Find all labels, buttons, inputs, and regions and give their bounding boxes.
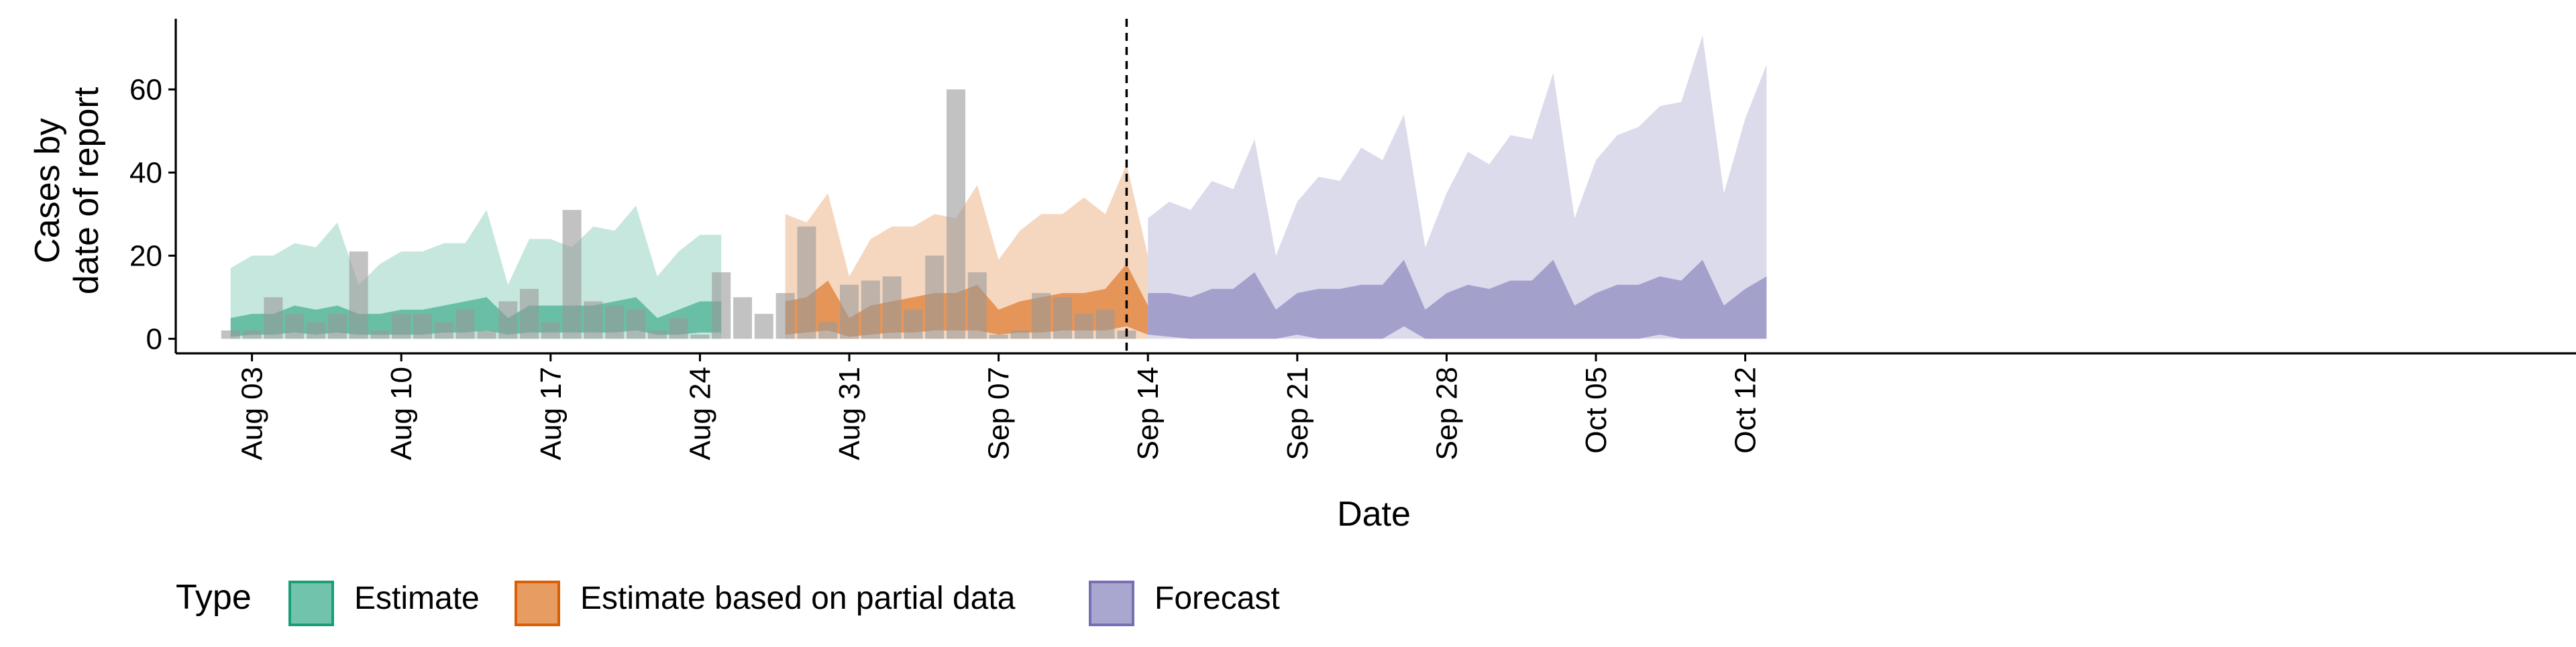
reported-cases-bar: [221, 330, 240, 339]
reported-cases-bar: [285, 314, 305, 339]
x-tick-label: Sep 07: [983, 367, 1016, 460]
y-tick-label: 60: [129, 73, 162, 106]
reported-cases-bar: [818, 322, 838, 339]
reported-cases-bar: [669, 318, 688, 339]
reported-cases-bar: [627, 309, 645, 339]
y-tick-label: 0: [146, 322, 162, 355]
reported-cases-bar: [797, 226, 816, 339]
legend-label: Estimate based on partial data: [580, 581, 1016, 616]
reported-cases-bar: [327, 314, 347, 339]
reported-cases-bar: [989, 335, 1008, 339]
y-axis-title-line: date of report: [67, 86, 106, 294]
reported-cases-bar: [1074, 314, 1093, 339]
reported-cases-bar: [1053, 297, 1072, 339]
reported-cases-bar: [925, 255, 945, 339]
reported-cases-bar: [498, 301, 518, 339]
legend: Type Estimate Estimate based on partial da…: [176, 578, 1280, 626]
reported-cases-bar: [775, 293, 795, 339]
ribbon-inner-forecast: [1148, 259, 1767, 339]
legend-label: Estimate: [354, 581, 480, 616]
reported-cases-bar: [349, 251, 368, 339]
x-tick-label: Aug 10: [385, 367, 418, 460]
legend-title: Type: [176, 578, 252, 617]
reported-cases-bar: [947, 89, 965, 339]
x-axis-title: Date: [1337, 495, 1411, 534]
reported-cases-bar: [520, 288, 539, 339]
y-tick-label: 20: [129, 239, 162, 272]
reported-cases-bar: [904, 309, 923, 339]
reported-cases-bar: [1010, 330, 1030, 339]
reported-cases-bar: [1095, 309, 1115, 339]
x-tick-label: Oct 05: [1580, 367, 1613, 454]
reported-cases-bar: [477, 330, 496, 339]
legend-key: [1089, 581, 1134, 626]
axes-layer: 0 20 40 60 Aug 03 Aug 10 Aug 17 Aug 24 Aug 31 Sep…: [129, 19, 2576, 460]
reported-cases-bar: [392, 314, 411, 339]
y-tick-label: 40: [129, 156, 162, 189]
reported-cases-bar: [434, 322, 453, 339]
reported-cases-bar: [861, 280, 880, 339]
reported-cases-bar: [370, 330, 390, 339]
x-tick-label: Aug 03: [236, 367, 269, 460]
x-tick-label: Sep 28: [1430, 367, 1463, 460]
reported-cases-bar: [733, 297, 752, 339]
reported-cases-bar: [647, 330, 667, 339]
ribbon-outer-forecast: [1148, 35, 1767, 339]
reported-cases-bar: [307, 322, 325, 339]
reported-cases-bar: [264, 297, 283, 339]
reported-cases-bar: [413, 314, 432, 339]
reported-cases-bar: [605, 305, 625, 339]
y-axis-title-line: Cases by: [28, 118, 67, 263]
y-axis-title: Cases bydate of report: [28, 86, 106, 294]
x-tick-label: Aug 24: [684, 367, 716, 460]
reported-cases-bar: [712, 272, 731, 339]
reported-cases-bar: [242, 330, 262, 339]
reported-cases-bar: [840, 284, 859, 339]
legend-label: Forecast: [1155, 581, 1280, 616]
reported-cases-bar: [584, 301, 603, 339]
legend-key: [515, 581, 560, 626]
reported-cases-bar: [967, 272, 987, 339]
reported-cases-bar: [882, 276, 902, 339]
reported-cases-bar: [455, 309, 475, 339]
x-tick-label: Aug 17: [535, 367, 568, 460]
x-tick-label: Aug 31: [833, 367, 866, 460]
reported-cases-bar: [690, 335, 710, 339]
x-tick-label: Sep 14: [1132, 367, 1165, 460]
reported-cases-bar: [541, 322, 560, 339]
reported-cases-bar: [562, 210, 582, 339]
reported-cases-bar: [754, 314, 773, 339]
x-tick-label: Sep 21: [1281, 367, 1314, 460]
legend-key: [288, 581, 334, 626]
x-tick-label: Oct 12: [1729, 367, 1762, 454]
reported-cases-bar: [1032, 293, 1051, 339]
ribbons-layer: [230, 35, 1767, 339]
